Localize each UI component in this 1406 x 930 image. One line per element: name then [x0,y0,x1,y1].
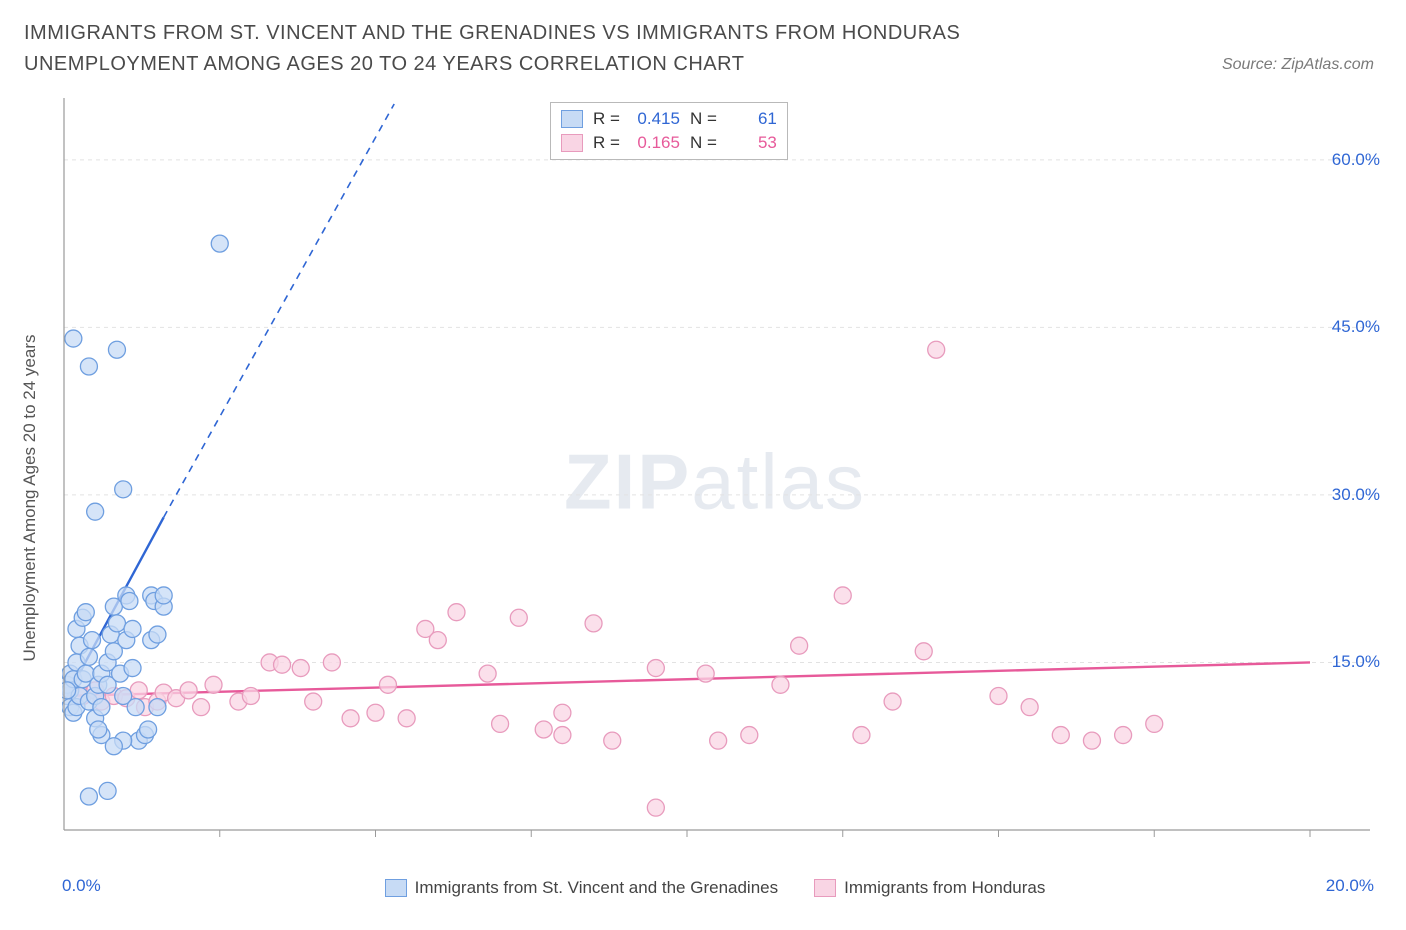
series-2-name: Immigrants from Honduras [844,878,1045,898]
n-value-2: 53 [729,133,777,153]
swatch-series-2 [561,134,583,152]
n-label-1: N = [690,109,717,129]
n-label-2: N = [690,133,717,153]
r-value-1: 0.415 [632,109,680,129]
n-value-1: 61 [729,109,777,129]
chart-area: Unemployment Among Ages 20 to 24 years Z… [50,98,1380,898]
y-tick-label: 60.0% [1332,150,1380,170]
swatch-series-1 [561,110,583,128]
y-tick-label: 15.0% [1332,652,1380,672]
r-value-2: 0.165 [632,133,680,153]
source-label: Source: ZipAtlas.com [1222,56,1374,74]
r-label-2: R = [593,133,620,153]
stats-legend: R = 0.415 N = 61 R = 0.165 N = 53 [550,102,788,160]
series-legend: Immigrants from St. Vincent and the Gren… [50,878,1380,898]
series-1-name: Immigrants from St. Vincent and the Gren… [415,878,778,898]
y-tick-label: 30.0% [1332,485,1380,505]
scatter-plot [62,98,1380,868]
y-axis-label: Unemployment Among Ages 20 to 24 years [20,335,40,662]
swatch-series-1-icon [385,879,407,897]
swatch-series-2-icon [814,879,836,897]
chart-title: IMMIGRANTS FROM ST. VINCENT AND THE GREN… [24,18,1104,80]
r-label-1: R = [593,109,620,129]
y-tick-label: 45.0% [1332,317,1380,337]
